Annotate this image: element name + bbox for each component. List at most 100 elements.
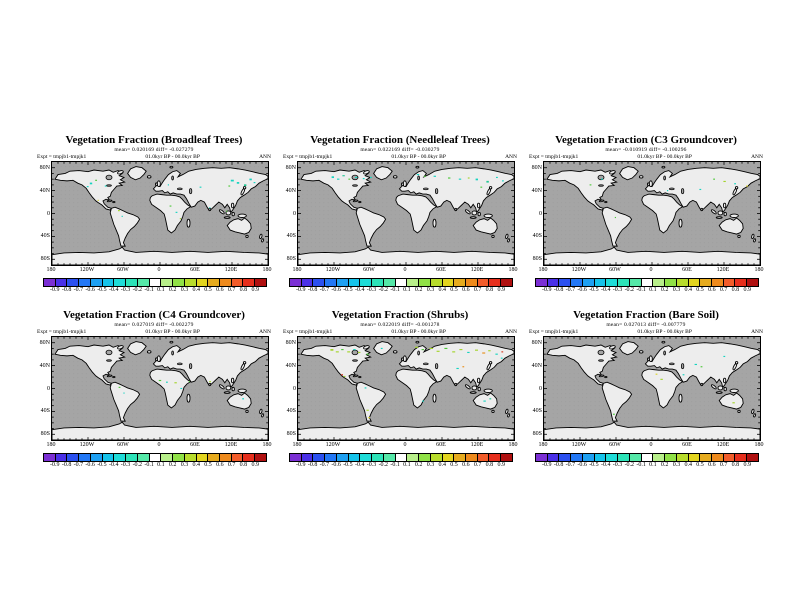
colorbar-segment — [382, 279, 395, 286]
inland-sea — [106, 175, 112, 180]
colorbar-segment — [546, 279, 559, 286]
colorbar-segment — [429, 279, 442, 286]
colorbar-segment — [617, 454, 629, 461]
anomaly-patches — [613, 355, 735, 415]
latitude-tick-label: 40N — [285, 362, 296, 369]
anomaly-patch — [368, 417, 370, 419]
island — [226, 386, 231, 390]
island — [489, 187, 491, 189]
continent — [374, 342, 393, 355]
island — [147, 176, 151, 178]
inland-sea — [669, 363, 674, 365]
colorbar-segment — [54, 279, 67, 286]
colorbar-segment — [500, 454, 512, 461]
colorbar-segment — [652, 279, 665, 286]
anomaly-patch — [713, 178, 715, 180]
inland-sea — [106, 350, 112, 355]
anomaly-patches — [330, 346, 504, 419]
longitude-tick-label: 180 — [538, 267, 548, 273]
colorbar-tick-label: 0.3 — [672, 462, 681, 468]
latitude-tick-label: 40S — [532, 408, 542, 415]
anomaly-patch — [433, 175, 436, 177]
colorbar-segment — [160, 279, 173, 286]
longitude-tick-label: 180 — [508, 267, 518, 273]
stats-line: mean= 0.022169 diff= -0.030279 — [282, 147, 518, 154]
latitude-tick-label: 80S — [40, 431, 50, 438]
continent — [396, 194, 437, 233]
colorbar-segment — [536, 279, 547, 286]
colorbar-segment — [711, 454, 723, 461]
inland-sea — [418, 351, 420, 355]
colorbar-segment — [581, 454, 594, 461]
colorbar-segment — [207, 279, 220, 286]
colorbar-tick-label: -0.7 — [319, 462, 330, 468]
colorbar-segment — [441, 279, 454, 286]
island — [649, 356, 652, 362]
colorbar-segment — [699, 279, 712, 286]
colorbar-tick-label: -0.5 — [97, 462, 107, 468]
world-map — [544, 162, 760, 265]
stats-line: mean= 0.027013 diff= -0.007779 — [528, 322, 764, 329]
latitude-tick-label: 40N — [531, 187, 542, 194]
period-label: 01.0kyr BP - 00.0kyr BP — [145, 328, 200, 335]
longitude-tick-label: 120E — [716, 267, 730, 273]
colorbar-segment — [219, 279, 231, 286]
anomaly-patch — [118, 210, 120, 212]
continent — [128, 342, 147, 355]
colorbar-tick-label: -0.9 — [50, 462, 60, 468]
anomaly-patch — [95, 179, 97, 181]
anomaly-patch — [209, 207, 211, 209]
colorbar-segment — [290, 279, 301, 286]
colorbar-tick-label: 0.9 — [743, 462, 751, 468]
map-panel: Vegetation Fraction (Shrubs) mean= 0.022… — [282, 309, 518, 470]
colorbar-tick-label: -0.5 — [97, 287, 107, 293]
colorbar-segment — [183, 454, 196, 461]
colorbar-segment — [113, 279, 126, 286]
colorbar-tick-label: 0.7 — [227, 287, 236, 293]
experiment-label: Expt = tmpjb1-tmpjk1 — [37, 328, 87, 335]
colorbar-tick-label: -0.1 — [144, 462, 154, 468]
colorbar-segment — [652, 454, 665, 461]
colorbar-segment — [230, 279, 243, 286]
anomaly-patch — [467, 177, 470, 179]
longitude-tick-label: 180 — [46, 442, 56, 448]
colorbar-segment — [628, 279, 641, 286]
anomaly-patch — [422, 400, 424, 402]
continent — [153, 343, 268, 388]
island — [238, 389, 246, 392]
world-map — [298, 162, 514, 265]
axis-ticks — [52, 337, 268, 440]
colorbar-segment — [664, 454, 676, 461]
continent — [128, 167, 147, 180]
longitude-tick-label: 120E — [224, 442, 238, 448]
island — [157, 181, 160, 187]
colorbar-tick-label: 0.3 — [426, 287, 435, 293]
colorbar-tick-label: 0.7 — [719, 462, 728, 468]
anomaly-patch — [589, 184, 592, 186]
colorbar-tick-label: 0.4 — [192, 462, 201, 468]
anomaly-patch — [242, 398, 244, 400]
panel-stats: mean= 0.022169 diff= -0.030279 Expt = tm… — [282, 147, 518, 161]
island — [113, 201, 115, 202]
latitude-tick-label: 80S — [286, 256, 296, 263]
colorbar-tick-label: -0.8 — [61, 287, 72, 293]
latitude-tick-label: 80N — [285, 164, 296, 171]
axis-ticks — [52, 162, 268, 265]
colorbar-tick-label: 0.6 — [462, 462, 470, 468]
experiment-label: Expt = tmpjb1-tmpjk1 — [529, 328, 579, 335]
colorbar-segment — [536, 454, 547, 461]
map-frame: 80N 40N 0 40S 80S — [532, 336, 761, 441]
anomaly-patch — [86, 186, 89, 188]
latitude-tick-label: 0 — [539, 210, 542, 217]
colorbar-segment — [605, 454, 618, 461]
inland-sea — [353, 185, 358, 186]
latitude-tick-label: 40N — [531, 362, 542, 369]
colorbar-segment — [78, 279, 90, 286]
island — [730, 389, 738, 392]
colorbar-labels: -0.9 -0.8 -0.7 -0.6 -0.5 -0.4 -0.3 -0.2 -0.1 0.1 0… — [43, 462, 267, 470]
panel-title: Vegetation Fraction (Broadleaf Trees) — [65, 134, 243, 146]
inland-sea — [669, 188, 674, 190]
colorbar-segment — [406, 279, 419, 286]
island — [416, 341, 419, 343]
island — [465, 384, 471, 389]
